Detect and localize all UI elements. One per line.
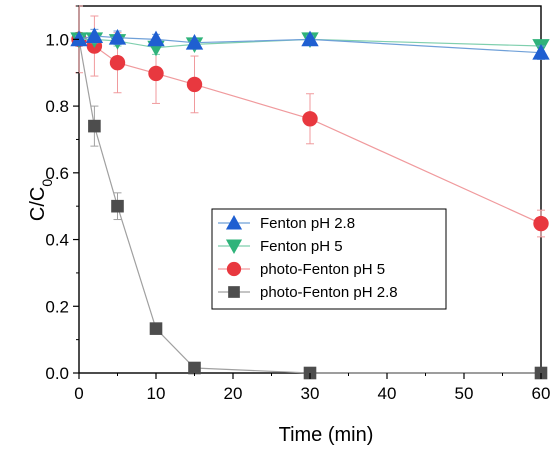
axes-frame [78,5,542,374]
data-point [88,119,101,133]
x-tick-label: 10 [147,384,166,403]
legend-label: photo-Fenton pH 2.8 [260,284,398,301]
series-0 [70,27,550,60]
legend-label: Fenton pH 2.8 [260,215,355,232]
legend-item: photo-Fenton pH 5 [218,261,385,278]
legend-label: photo-Fenton pH 5 [260,261,385,278]
data-point [147,30,165,47]
y-axis-title-subscript: 0 [39,179,55,187]
x-tick-label: 20 [224,384,243,403]
legend-marker [226,261,242,277]
x-tick-label: 30 [301,384,320,403]
data-point [533,215,549,232]
legend-box [211,208,447,310]
x-tick-label: 40 [378,384,397,403]
legend-marker [225,239,243,255]
y-tick-label: 0.2 [45,297,69,316]
data-point [111,199,124,213]
x-tick-label: 0 [74,384,83,403]
series-layer [70,5,550,380]
data-point [70,30,88,47]
legend-item: Fenton pH 5 [218,238,343,255]
y-tick-label: 1.0 [45,30,69,49]
data-point [532,44,550,60]
legend-marker [228,286,240,298]
data-point [186,76,203,93]
x-axis-title: Time (min) [279,424,374,446]
data-point [85,27,104,43]
y-axis-title: C/C0 [27,179,55,221]
series-line [78,39,541,374]
data-point [301,30,319,47]
legend-item: photo-Fenton pH 2.8 [218,284,398,301]
y-tick-label: 0.4 [45,231,69,250]
data-point [109,55,126,71]
x-tick-label: 60 [532,384,550,403]
y-tick-label: 0.6 [45,164,69,183]
series-3 [72,32,548,380]
data-point [302,111,318,127]
legend-marker [225,214,243,230]
legend-label: Fenton pH 5 [260,238,343,255]
data-point [108,29,127,45]
data-point [188,361,201,375]
y-axis-title-main: C/C [27,187,49,221]
data-point [149,322,163,335]
plot-frame [78,5,542,374]
x-tick-label: 50 [455,384,474,403]
legend: Fenton pH 2.8 Fenton pH 5 photo-Fenton pH … [211,208,447,310]
y-tick-label: 0.0 [45,364,69,383]
legend-item: Fenton pH 2.8 [218,214,355,232]
data-point [148,65,164,82]
ticks-layer: 0 10 20 30 40 50 60 0.0 0.2 0.4 0.6 0.8 1.0 [45,5,550,403]
data-point [185,34,204,50]
y-tick-label: 0.8 [45,97,69,116]
